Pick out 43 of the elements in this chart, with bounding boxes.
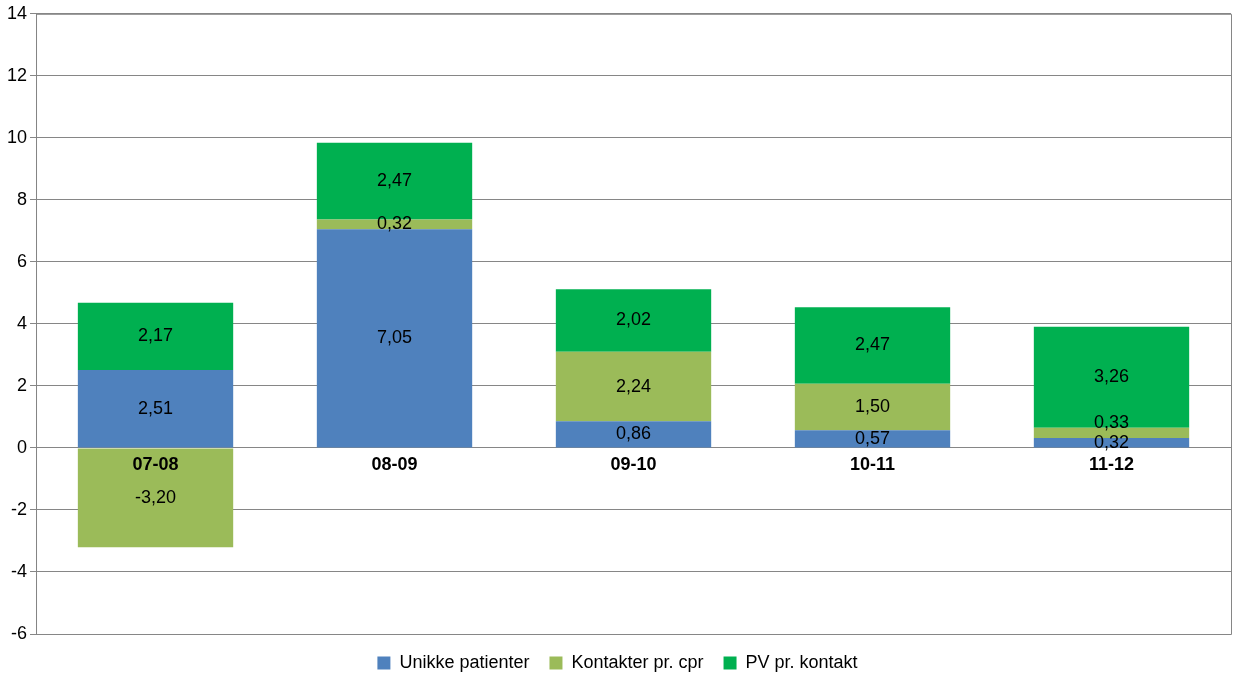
bar xyxy=(77,302,234,371)
data-label: 2,02 xyxy=(615,309,652,330)
y-tick-label: 4 xyxy=(17,312,28,333)
data-label: 0,33 xyxy=(1093,411,1130,432)
data-label: 0,32 xyxy=(1093,431,1130,452)
bar xyxy=(555,421,712,448)
y-tick-label: 8 xyxy=(17,188,28,209)
legend-label: Unikke patienter xyxy=(399,651,530,672)
legend-label: PV pr. kontakt xyxy=(745,651,858,672)
y-tick-label: -2 xyxy=(11,498,28,519)
y-tick-label: 6 xyxy=(17,250,28,271)
data-label: 2,47 xyxy=(854,334,891,355)
bar xyxy=(794,307,951,384)
y-tick-label: 12 xyxy=(6,64,28,85)
data-label: 2,24 xyxy=(615,375,652,396)
y-tick-label: -6 xyxy=(11,622,28,643)
x-tick-label: 08-09 xyxy=(371,453,418,474)
data-label: 3,26 xyxy=(1093,366,1130,387)
data-label: 2,51 xyxy=(138,397,174,418)
data-label: 7,05 xyxy=(376,327,413,348)
x-tick-label: 11-12 xyxy=(1088,453,1135,474)
data-label: -3,20 xyxy=(135,486,177,507)
data-label: 2,17 xyxy=(138,325,174,346)
data-label: 0,57 xyxy=(854,427,891,448)
data-label: 0,86 xyxy=(615,423,652,444)
bar xyxy=(555,351,712,422)
x-tick-label: 09-10 xyxy=(610,453,657,474)
data-label: 1,50 xyxy=(854,395,891,416)
bar xyxy=(77,370,234,448)
bar xyxy=(77,448,234,548)
legend-label: Kontakter pr. cpr xyxy=(571,651,704,672)
bar xyxy=(555,289,712,352)
x-tick-label: 10-11 xyxy=(849,453,896,474)
y-tick-label: 0 xyxy=(17,436,28,457)
x-tick-label: 07-08 xyxy=(132,453,179,474)
bar xyxy=(794,430,951,448)
y-tick-label: -4 xyxy=(11,560,28,581)
data-label: 0,32 xyxy=(376,213,413,234)
y-tick-label: 14 xyxy=(6,2,28,23)
y-tick-label: 10 xyxy=(6,126,28,147)
bar xyxy=(794,383,951,431)
y-tick-label: 2 xyxy=(17,374,28,395)
data-label: 2,47 xyxy=(376,170,413,191)
